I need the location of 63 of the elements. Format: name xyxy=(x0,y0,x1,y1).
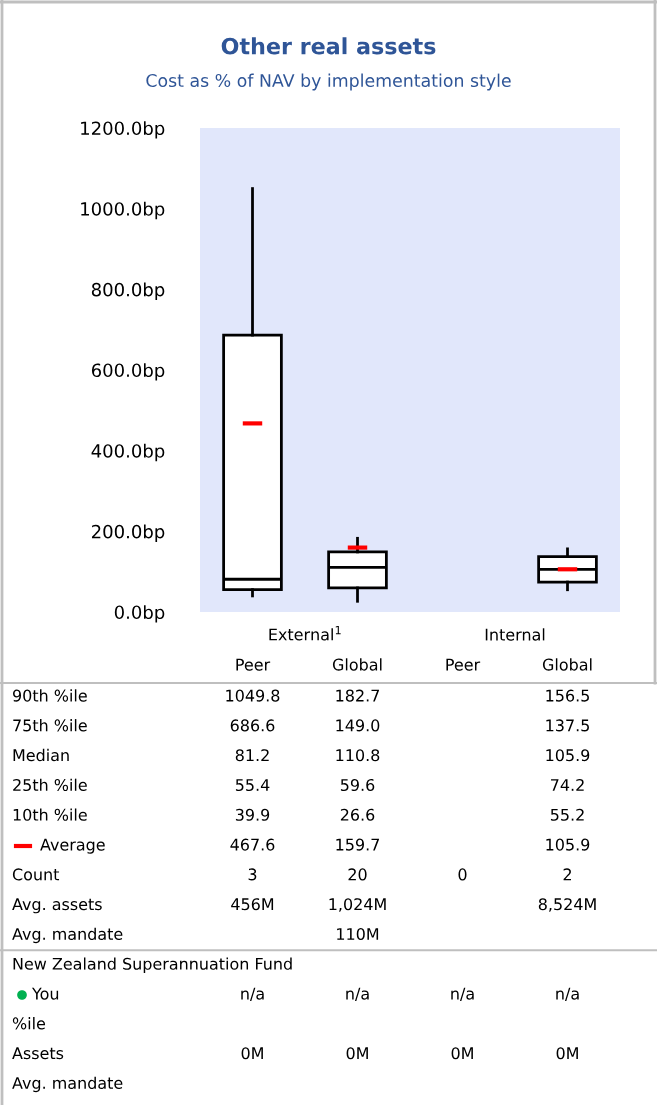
text: 110M xyxy=(337,927,379,941)
text: Internal xyxy=(485,628,545,641)
x-tick-label: Global xyxy=(542,658,592,671)
text: External$^{1}$ xyxy=(269,626,341,641)
x-tick-label: Peer xyxy=(236,658,271,671)
text: New Zealand Superannuation Fund xyxy=(13,957,292,973)
y-tick-label: 200.0bp xyxy=(91,524,165,542)
y-tick-label: 1000.0bp xyxy=(81,201,165,220)
text: n/a xyxy=(346,987,369,1001)
text: %ile xyxy=(12,1017,46,1030)
text: 8,524M xyxy=(538,898,596,912)
text: 110.8 xyxy=(336,749,380,762)
text: n/a xyxy=(556,987,579,1001)
text: 26.6 xyxy=(340,808,375,821)
text: 75th %ile xyxy=(13,719,87,732)
y-tick-label: 600.0bp xyxy=(91,363,165,381)
text: 156.5 xyxy=(546,689,589,702)
text: Average xyxy=(40,838,105,854)
text: Avg. mandate xyxy=(12,1076,123,1093)
text: 105.9 xyxy=(546,749,590,762)
text: 20 xyxy=(348,868,367,881)
text: 59.6 xyxy=(340,778,375,792)
text: 1,024M xyxy=(329,898,386,912)
text: n/a xyxy=(451,987,474,1001)
text: 105.9 xyxy=(546,838,590,851)
text: Avg. assets xyxy=(12,898,102,914)
text: 467.6 xyxy=(230,838,275,851)
text: 159.7 xyxy=(336,838,379,851)
text: Assets xyxy=(12,1047,64,1060)
text: 1049.8 xyxy=(226,689,280,702)
text: 55.4 xyxy=(235,779,270,792)
text: 0M xyxy=(346,1047,368,1060)
text: 55.2 xyxy=(550,808,584,821)
text: Avg. mandate xyxy=(12,927,123,944)
text: 2 xyxy=(563,868,571,881)
text: 0M xyxy=(451,1047,473,1060)
text: 456M xyxy=(231,898,274,911)
x-tick-label: Global xyxy=(332,658,382,671)
text: 137.5 xyxy=(546,719,589,732)
y-tick-label: 800.0bp xyxy=(91,282,165,300)
text: 0 xyxy=(458,868,467,881)
text: 25th %ile xyxy=(13,778,87,792)
text: 74.2 xyxy=(551,778,584,791)
text: 182.7 xyxy=(336,689,379,702)
chart-subtitle: Cost as % of NAV by implementation style xyxy=(146,73,511,91)
y-tick-label: 0.0bp xyxy=(114,605,165,623)
text: 39.9 xyxy=(235,808,270,821)
text: You xyxy=(31,987,59,1000)
text: 0M xyxy=(241,1047,263,1060)
y-tick-label: 400.0bp xyxy=(91,443,165,462)
y-tick-label: 1200.0bp xyxy=(81,121,165,139)
text: 3 xyxy=(248,868,257,881)
text: n/a xyxy=(241,987,264,1001)
text: 686.6 xyxy=(230,719,275,732)
text: Count xyxy=(12,868,60,881)
text: 81.2 xyxy=(235,749,269,762)
x-tick-label: Peer xyxy=(446,658,481,671)
chart-title: Other real assets xyxy=(221,37,436,55)
text: 149.0 xyxy=(336,719,380,732)
text: 0M xyxy=(556,1047,578,1060)
text: 90th %ile xyxy=(13,689,87,702)
text: Median xyxy=(13,748,69,762)
text: 10th %ile xyxy=(13,808,87,821)
